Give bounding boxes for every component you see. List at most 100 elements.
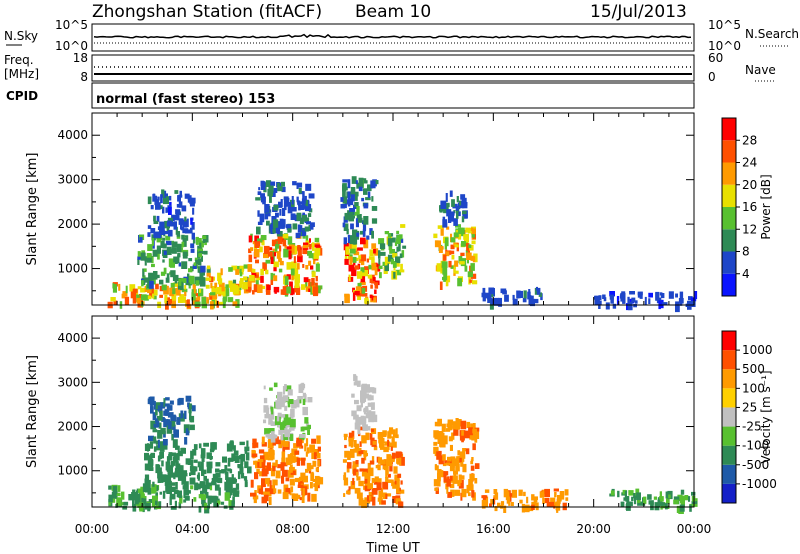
data-cell	[264, 204, 270, 213]
data-cell	[500, 501, 505, 506]
data-cell	[383, 459, 390, 465]
data-cell	[648, 500, 654, 505]
data-cell	[509, 494, 512, 502]
data-cell	[193, 497, 197, 502]
data-cell	[206, 464, 212, 474]
data-region	[340, 176, 379, 245]
colorbar-tick-label: 20	[742, 178, 757, 192]
data-cell	[456, 196, 459, 203]
data-cell	[253, 460, 256, 465]
data-cell	[436, 451, 440, 460]
data-cell	[378, 433, 382, 439]
data-cell	[301, 495, 305, 503]
data-cell	[396, 456, 402, 464]
data-cell	[472, 256, 476, 263]
data-cell	[264, 428, 270, 435]
data-cell	[512, 294, 515, 300]
data-cell	[462, 448, 467, 452]
data-cell	[172, 424, 176, 430]
data-cell	[304, 443, 307, 452]
x-tick-label: 16:00	[476, 522, 511, 536]
data-cell	[346, 465, 350, 473]
data-cell	[261, 241, 265, 246]
data-region	[142, 440, 252, 492]
data-cell	[534, 288, 539, 295]
data-region	[263, 382, 313, 443]
data-cell	[184, 216, 187, 222]
beam-title: Beam 10	[355, 2, 431, 22]
data-cell	[385, 493, 388, 499]
data-cell	[366, 258, 369, 263]
data-cell	[298, 384, 304, 393]
data-cell	[450, 489, 455, 497]
data-cell	[391, 481, 395, 487]
data-cell	[354, 399, 359, 405]
data-cell	[215, 472, 221, 478]
data-cell	[147, 398, 152, 405]
data-cell	[112, 485, 118, 495]
data-cell	[371, 488, 378, 495]
data-cell	[268, 451, 273, 458]
data-cell	[188, 268, 193, 273]
data-cell	[648, 292, 653, 298]
data-cell	[290, 207, 297, 212]
data-cell	[155, 418, 158, 423]
data-cell	[176, 490, 180, 498]
data-cell	[268, 251, 273, 257]
data-cell	[278, 201, 282, 208]
data-cell	[451, 432, 455, 440]
data-cell	[460, 459, 464, 467]
data-cell	[365, 432, 370, 441]
data-cell	[182, 228, 189, 234]
data-cell	[170, 270, 176, 278]
data-cell	[360, 237, 366, 245]
data-cell	[368, 256, 375, 260]
data-cell	[400, 263, 403, 270]
data-cell	[252, 290, 255, 295]
data-cell	[305, 280, 308, 288]
data-cell	[297, 255, 303, 263]
data-cell	[394, 474, 400, 481]
data-cell	[149, 454, 152, 460]
data-cell	[227, 297, 234, 303]
data-cell	[164, 403, 170, 407]
data-cell	[379, 251, 386, 256]
data-cell	[309, 238, 311, 243]
data-region	[433, 224, 478, 290]
data-cell	[182, 238, 187, 247]
data-cell	[617, 490, 620, 498]
data-cell	[159, 232, 162, 238]
data-cell	[275, 212, 279, 218]
data-cell	[305, 235, 309, 241]
data-cell	[161, 284, 167, 291]
data-cell	[602, 294, 606, 299]
data-cell	[505, 491, 510, 501]
data-cell	[256, 226, 261, 235]
data-cell	[504, 294, 509, 302]
data-cell	[270, 272, 273, 280]
data-cell	[348, 214, 354, 222]
data-cell	[379, 243, 386, 250]
data-cell	[471, 240, 476, 245]
data-cell	[157, 405, 163, 412]
data-cell	[387, 431, 392, 439]
data-cell	[304, 226, 309, 232]
data-cell	[481, 499, 486, 509]
data-cell	[206, 452, 212, 459]
data-cell	[275, 439, 281, 445]
data-cell	[251, 268, 256, 273]
data-cell	[559, 491, 565, 500]
data-cell	[231, 478, 237, 483]
data-cell	[194, 293, 198, 297]
data-cell	[662, 502, 665, 506]
freq-left-label-unit: [MHz]	[4, 67, 39, 81]
data-cell	[261, 468, 268, 477]
data-cell	[369, 249, 374, 256]
data-cell	[173, 256, 178, 264]
data-cell	[239, 466, 244, 475]
data-cell	[193, 285, 196, 294]
data-cell	[358, 177, 364, 187]
data-cell	[344, 199, 351, 205]
data-cell	[450, 265, 456, 269]
data-cell	[457, 450, 461, 456]
